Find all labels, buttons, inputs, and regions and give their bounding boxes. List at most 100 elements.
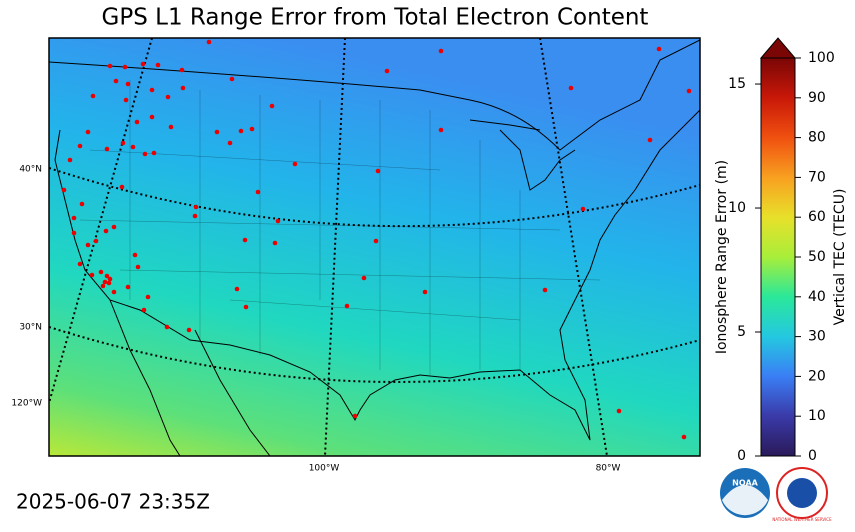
station: [275, 218, 281, 224]
lat-label: 30°N: [19, 323, 42, 333]
station: [186, 327, 192, 333]
station: [193, 204, 199, 210]
colorbar: [759, 37, 797, 457]
left-tick-label: 15: [728, 76, 746, 92]
station: [135, 264, 141, 270]
right-tick-label: 30: [808, 329, 826, 345]
right-tick-label: 20: [808, 368, 826, 384]
left-tick-label: 10: [728, 200, 746, 216]
station: [77, 261, 83, 267]
lat-label: 40°N: [19, 165, 42, 175]
station: [125, 81, 131, 87]
station: [149, 114, 155, 120]
station: [106, 280, 112, 286]
station: [119, 184, 125, 190]
station: [113, 78, 119, 84]
station: [102, 279, 108, 285]
colorbar-body: [760, 57, 796, 457]
right-tick-label: 70: [808, 169, 826, 185]
coastline: [54, 109, 700, 441]
station: [249, 126, 255, 132]
station: [179, 67, 185, 73]
station: [104, 273, 110, 279]
station: [111, 289, 117, 295]
right-tick-label: 60: [808, 209, 826, 225]
station: [243, 304, 249, 310]
baja: [109, 299, 181, 456]
station: [93, 238, 99, 244]
station: [438, 48, 444, 54]
station: [229, 76, 235, 82]
colorbar-ticks: 0 5 10 15 0 10 20 30 40 50 60 70 80 90 100: [728, 50, 835, 464]
lon-label: 80°W: [596, 464, 621, 474]
station: [616, 408, 622, 414]
station: [134, 119, 140, 125]
station: [111, 224, 117, 230]
station: [130, 144, 136, 150]
station: [120, 140, 126, 146]
station: [686, 88, 692, 94]
lon-label: 120°W: [11, 399, 42, 409]
station: [79, 201, 85, 207]
station: [542, 287, 548, 293]
stations: [61, 39, 692, 440]
station: [242, 237, 248, 243]
lon-label: 100°W: [309, 464, 340, 474]
station: [255, 189, 261, 195]
station: [438, 127, 444, 133]
left-tick-label: 5: [737, 324, 746, 340]
right-tick-label: 40: [808, 289, 826, 305]
station: [192, 213, 198, 219]
station: [164, 324, 170, 330]
station: [89, 272, 95, 278]
station: [656, 46, 662, 52]
station: [100, 283, 106, 289]
station: [180, 85, 186, 91]
station: [384, 68, 390, 74]
station: [352, 413, 358, 419]
station: [98, 269, 104, 275]
station: [71, 215, 77, 221]
map: [49, 38, 700, 456]
station: [344, 303, 350, 309]
station: [269, 103, 275, 109]
station: [67, 157, 73, 163]
right-tick-label: 90: [808, 90, 826, 106]
right-tick-label: 80: [808, 130, 826, 146]
station: [107, 63, 113, 69]
station: [151, 150, 157, 156]
station: [214, 129, 220, 135]
noaa-logo: NOAA: [720, 468, 770, 518]
mexico-coast: [194, 329, 271, 456]
left-tick-label: 0: [737, 448, 746, 464]
colorbar-right-label: Vertical TEC (TECU): [832, 189, 848, 326]
colorbar-left-label: Ionosphere Range Error (m): [714, 160, 730, 354]
station: [165, 94, 171, 100]
station: [168, 124, 174, 130]
station: [681, 434, 687, 440]
right-tick-label: 50: [808, 249, 826, 265]
station: [155, 62, 161, 68]
right-tick-label: 10: [808, 408, 826, 424]
great-lakes: [469, 119, 576, 191]
station: [422, 289, 428, 295]
station: [123, 97, 129, 103]
station: [234, 286, 240, 292]
station: [132, 252, 138, 258]
station: [361, 275, 367, 281]
map-frame: [48, 37, 701, 457]
station: [90, 93, 96, 99]
boundaries: [49, 39, 700, 456]
noaa-text: NOAA: [732, 479, 758, 488]
station: [77, 143, 83, 149]
station: [85, 129, 91, 135]
station: [238, 128, 244, 134]
station: [149, 87, 155, 93]
right-tick-label: 0: [808, 448, 817, 464]
station: [647, 137, 653, 143]
states: [79, 80, 601, 375]
station: [141, 307, 147, 313]
station: [140, 61, 146, 67]
station: [373, 238, 379, 244]
right-tick-label: 100: [808, 50, 835, 66]
